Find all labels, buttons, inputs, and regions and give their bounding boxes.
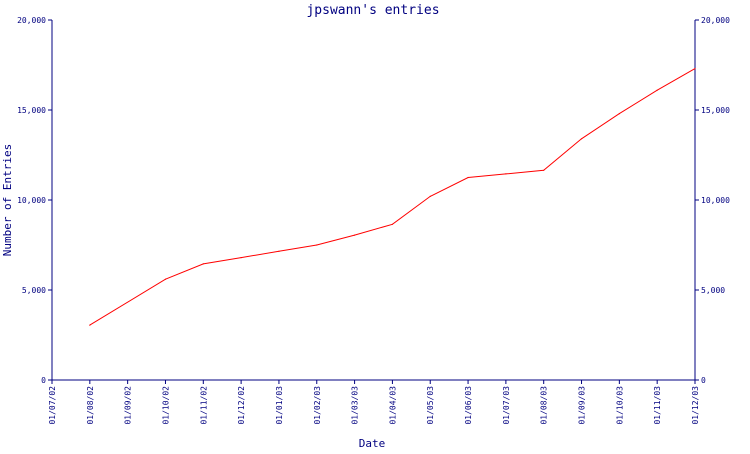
y-tick-left-label: 15,000 [17,106,46,115]
x-tick-label: 01/10/02 [161,386,170,425]
data-point [694,68,696,70]
x-tick-label: 01/12/03 [691,386,700,425]
x-tick-label: 01/03/03 [351,386,360,425]
y-tick-left-label: 20,000 [17,16,46,25]
data-point [580,138,583,140]
chart-title: jpswann's entries [306,3,439,18]
y-tick-left-label: 0 [41,376,46,385]
data-point [467,176,469,179]
y-tick-right-label: 15,000 [701,106,730,115]
data-point [316,244,318,246]
data-point [656,89,658,91]
x-tick-label: 01/11/03 [653,386,662,425]
x-tick-label: 01/11/02 [199,386,208,425]
y-tick-left-label: 10,000 [17,196,46,205]
data-point [505,173,507,175]
data-point [391,223,394,225]
data-point [353,234,356,236]
x-axis-label: Date [359,437,386,450]
x-tick-label: 01/10/03 [615,386,624,425]
y-tick-right-label: 5,000 [701,286,725,295]
x-tick-label: 01/06/03 [464,386,473,425]
x-tick-label: 01/04/03 [388,386,397,425]
y-ticks-right: 0 5,000 10,000 15,000 20,000 [695,16,730,385]
data-point [543,169,545,171]
x-tick-label: 01/01/03 [275,386,284,425]
data-point [429,195,431,197]
plot-frame [51,20,696,381]
x-tick-label: 01/05/03 [426,386,435,425]
series-layer [89,68,696,326]
x-tick-label: 01/07/02 [48,386,57,425]
x-tick-label: 01/08/03 [540,386,549,425]
x-tick-label: 01/09/02 [124,386,133,425]
y-tick-right-label: 20,000 [701,16,730,25]
data-point [618,113,620,115]
data-point [240,257,242,259]
x-tick-label: 01/12/02 [237,386,246,425]
y-tick-left-label: 5,000 [22,286,46,295]
series-line-0 [89,68,696,326]
data-point [89,324,91,326]
y-tick-right-label: 10,000 [701,196,730,205]
y-ticks-left: 0 5,000 10,000 15,000 20,000 [17,16,52,385]
y-axis-label: Number of Entries [1,144,14,257]
x-ticks: 01/07/02 01/08/02 01/09/02 01/10/02 01/11/02… [48,380,700,425]
x-tick-label: 01/07/03 [502,386,511,425]
data-point [278,250,280,252]
data-point [202,263,204,265]
y-tick-right-label: 0 [701,376,706,385]
x-tick-label: 01/08/02 [86,386,95,425]
x-tick-label: 01/02/03 [313,386,322,425]
x-tick-label: 01/09/03 [578,386,587,425]
data-point [164,278,167,280]
